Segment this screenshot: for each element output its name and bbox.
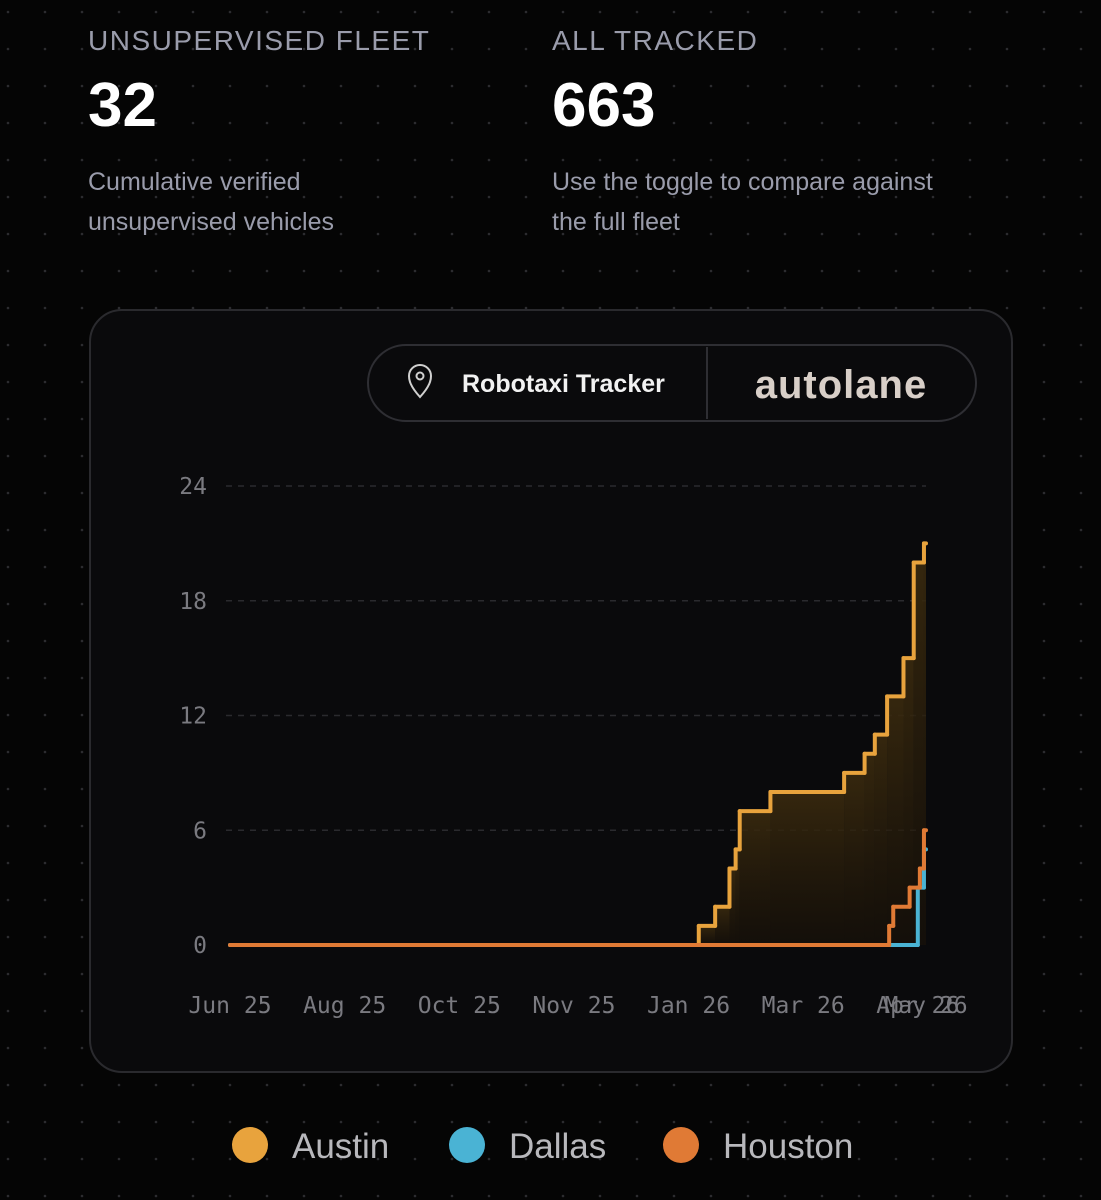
x-tick-label: Mar 26 xyxy=(762,993,845,1019)
area-fill xyxy=(923,543,926,945)
legend-swatch xyxy=(232,1127,268,1163)
area-fill xyxy=(770,792,845,945)
plot: 0 6 12 18 24 Jun 25 Aug 25 Oct 25 Nov 25 Jan 26 Ma… xyxy=(179,474,967,1019)
legend: Austin Dallas Houston xyxy=(232,1127,853,1166)
x-tick-label: Oct 25 xyxy=(418,993,501,1019)
stat-description: the full fleet xyxy=(552,208,680,236)
pin-icon xyxy=(407,364,433,399)
y-tick-label: 24 xyxy=(179,474,207,500)
y-tick-label: 12 xyxy=(179,704,207,730)
chart-card xyxy=(89,309,1013,1073)
y-tick-label: 18 xyxy=(179,589,207,615)
badge-title: Robotaxi Tracker xyxy=(462,370,665,398)
area-fill xyxy=(698,925,716,945)
area-fill xyxy=(874,734,888,945)
legend-label: Dallas xyxy=(509,1127,606,1166)
x-tick-label: Jan 26 xyxy=(647,993,730,1019)
y-tick-label: 6 xyxy=(193,818,207,844)
area-fill xyxy=(735,849,740,945)
stat-description: unsupervised vehicles xyxy=(88,208,334,236)
x-tick-label: Nov 25 xyxy=(532,993,615,1019)
x-tick-label: Aug 25 xyxy=(303,993,386,1019)
area-fill xyxy=(844,772,865,945)
stat-label: ALL TRACKED xyxy=(552,25,758,56)
stat-description: Cumulative verified xyxy=(88,168,301,196)
legend-label: Austin xyxy=(292,1127,389,1166)
stat-value: 663 xyxy=(552,71,655,140)
legend-swatch xyxy=(449,1127,485,1163)
area-fill xyxy=(864,753,875,945)
series xyxy=(228,828,928,947)
x-tick-label: May 26 xyxy=(884,993,967,1019)
area-fill xyxy=(729,868,736,945)
stat-value: 32 xyxy=(88,71,157,140)
area-fill xyxy=(739,811,771,945)
area-fill xyxy=(913,562,924,945)
area-fill xyxy=(903,658,914,945)
area-fill xyxy=(887,696,904,945)
stat-description: Use the toggle to compare against xyxy=(552,168,933,196)
legend-swatch xyxy=(663,1127,699,1163)
x-tick-label: Jun 25 xyxy=(188,993,271,1019)
legend-label: Houston xyxy=(723,1127,853,1166)
x-tick-label: Apr 26 xyxy=(876,993,959,1019)
stat-label: UNSUPERVISED FLEET xyxy=(88,25,430,56)
brand-logo: autolane xyxy=(755,363,927,407)
badge xyxy=(367,344,977,422)
area-fill xyxy=(715,906,730,945)
y-tick-label: 0 xyxy=(193,933,207,959)
